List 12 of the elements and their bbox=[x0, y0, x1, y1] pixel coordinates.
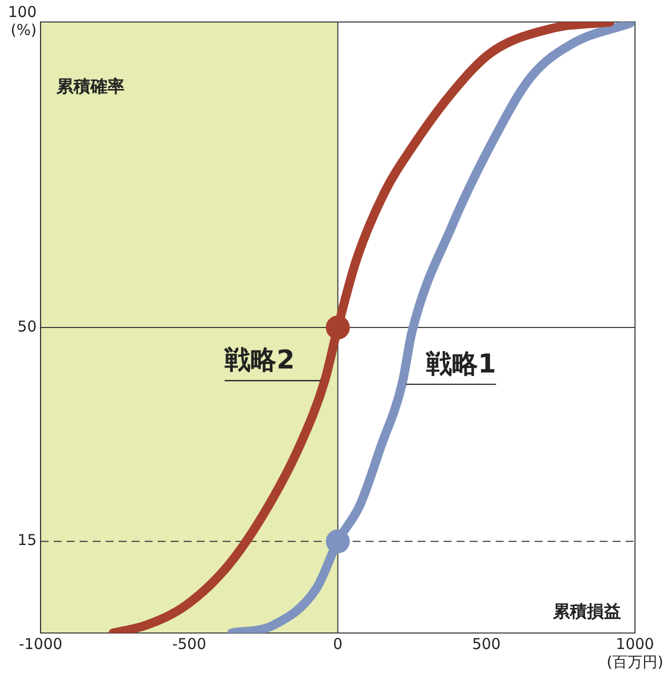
y-tick-label: 100 (%) bbox=[8, 2, 37, 39]
x-tick-label: 0 bbox=[333, 634, 343, 653]
series-label: 戦略1 bbox=[425, 349, 496, 380]
x-tick-label: 500 bbox=[472, 634, 501, 653]
series-label: 戦略2 bbox=[224, 346, 295, 376]
y-axis-title: 累積確率 bbox=[56, 77, 125, 97]
x-tick-label: 1000 (百万円) bbox=[606, 634, 664, 671]
y-tick-label: 50 bbox=[18, 317, 37, 336]
x-tick-label: -1000 bbox=[18, 634, 62, 653]
x-axis-title: 累積損益 bbox=[552, 602, 621, 622]
y-tick-label: 15 bbox=[18, 531, 37, 550]
x-tick-label: -500 bbox=[172, 634, 206, 653]
